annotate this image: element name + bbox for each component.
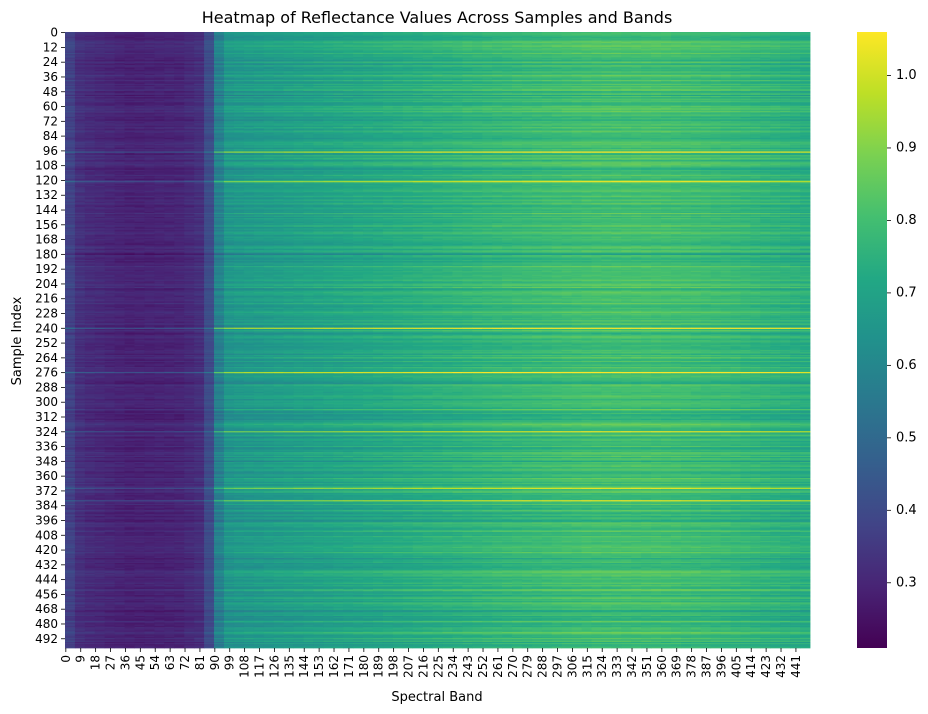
heatmap-cells (65, 32, 810, 648)
chart-title: Heatmap of Reflectance Values Across Sam… (202, 8, 673, 27)
